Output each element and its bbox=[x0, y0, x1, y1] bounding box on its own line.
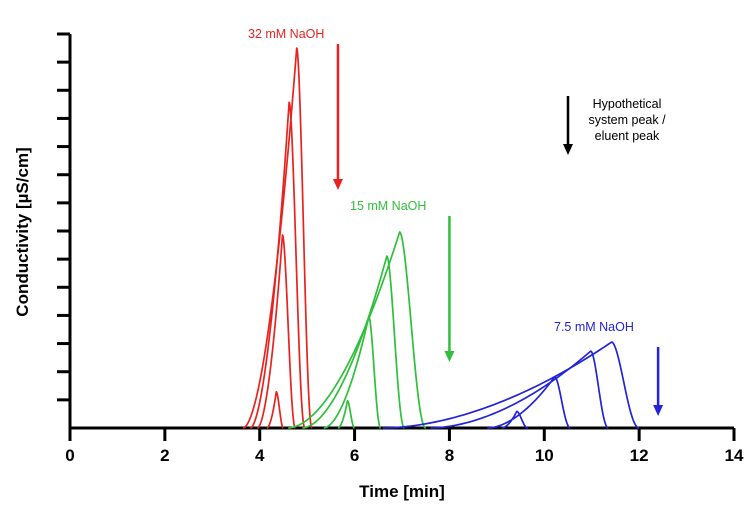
x-tick-label: 4 bbox=[255, 446, 265, 465]
series-label: 7.5 mM NaOH bbox=[554, 320, 634, 334]
peak-curve bbox=[430, 350, 609, 429]
x-tick-label: 0 bbox=[65, 446, 74, 465]
peak-curve bbox=[337, 400, 356, 429]
peak-curve bbox=[242, 47, 313, 429]
x-tick-label: 10 bbox=[535, 446, 554, 465]
arrow-1-head bbox=[444, 351, 455, 362]
annotation-line: system peak / bbox=[588, 113, 666, 127]
peak-curve bbox=[383, 341, 640, 429]
x-tick-label: 8 bbox=[445, 446, 454, 465]
peak-curve bbox=[501, 410, 529, 429]
x-tick-label: 14 bbox=[725, 446, 744, 465]
chromatogram-curves bbox=[242, 47, 640, 429]
peak-curve bbox=[288, 231, 427, 429]
x-tick-label: 12 bbox=[630, 446, 649, 465]
annotations: 32 mM NaOH 15 mM NaOH 7.5 mM NaOH Hypotheti… bbox=[248, 27, 666, 334]
annotation-line: Hypothetical bbox=[593, 97, 662, 111]
annotation-line: eluent peak bbox=[595, 129, 660, 143]
y-axis-title: Conductivity [µS/cm] bbox=[13, 147, 32, 316]
x-tick-label: 6 bbox=[350, 446, 359, 465]
arrow-2-head bbox=[653, 405, 664, 416]
peak-curve bbox=[302, 255, 405, 429]
x-tick-label: 2 bbox=[160, 446, 169, 465]
eluent-peak-arrows bbox=[332, 44, 664, 416]
peak-curve bbox=[249, 101, 306, 429]
series-label: 32 mM NaOH bbox=[248, 27, 324, 41]
arrow-0-head bbox=[332, 179, 343, 190]
x-axis-title: Time [min] bbox=[359, 482, 445, 501]
peak-curve bbox=[323, 315, 382, 429]
axes: 0 2 4 6 8 10 12 14 bbox=[57, 32, 744, 465]
peak-curve bbox=[256, 234, 296, 429]
peak-curve bbox=[266, 390, 285, 429]
series-label: 15 mM NaOH bbox=[350, 199, 426, 213]
arrow-hypothetical-head bbox=[563, 144, 573, 155]
